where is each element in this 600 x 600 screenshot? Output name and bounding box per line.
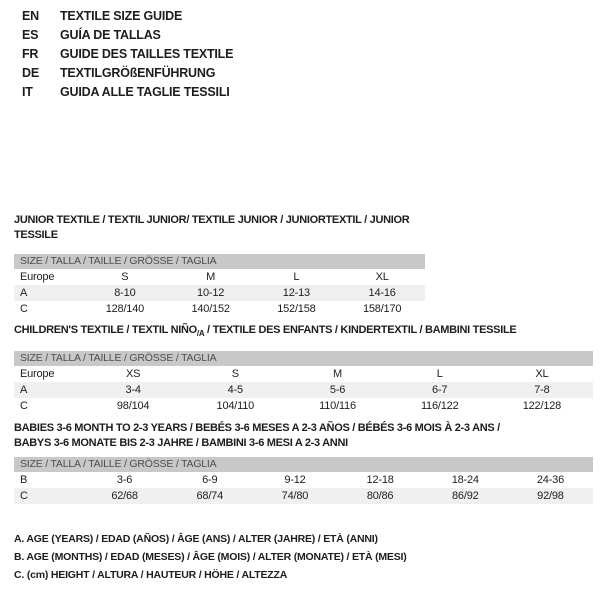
table-cell: 3-4 [125, 384, 141, 397]
table-cell: 74/80 [281, 490, 309, 502]
table-cell: 158/170 [362, 303, 402, 315]
table-cell: L [293, 271, 300, 283]
row-label: C [20, 400, 28, 413]
childrens-textile-section: CHILDREN'S TEXTILE / TEXTIL NIÑO/A / TEX… [14, 323, 593, 414]
lang-label: GUIDA ALLE TAGLIE TESSILI [60, 85, 230, 99]
size-figure: C [450, 0, 600, 212]
row-label: B [20, 474, 28, 486]
table-cell: 6-7 [432, 384, 448, 397]
lang-code: DE [22, 66, 39, 80]
table-row: C 128/140 140/152 152/158 158/170 [14, 301, 425, 317]
legend-footnotes: A. AGE (YEARS) / EDAD (AÑOS) / ÂGE (ANS)… [14, 530, 407, 584]
footnote-b: B. AGE (MONTHS) / EDAD (MESES) / ÂGE (MO… [14, 551, 407, 563]
table-cell: 5-6 [329, 384, 346, 397]
title-part: / TEXTILE DES ENFANTS / KINDERTEXTIL / B… [204, 324, 517, 336]
size-header-bar: SIZE / TALLA / TAILLE / GRÖSSE / TAGLIA [14, 457, 593, 472]
row-label: A [20, 384, 28, 397]
table-cell: 7-8 [534, 384, 550, 397]
footnote-c: C. (cm) HEIGHT / ALTURA / HAUTEUR / HÖHE… [14, 569, 288, 581]
size-header-bar: SIZE / TALLA / TAILLE / GRÖSSE / TAGLIA [14, 351, 593, 367]
lang-code: IT [22, 85, 33, 99]
table-title-line2: BABYS 3-6 MONATE BIS 2-3 JAHRE / BAMBINI… [14, 437, 348, 449]
title-part: CHILDREN'S TEXTILE / TEXTIL NIÑO [14, 324, 197, 336]
table-row: A 8-10 10-12 12-13 14-16 [14, 285, 425, 301]
footnote-a: A. AGE (YEARS) / EDAD (AÑOS) / ÂGE (ANS)… [14, 533, 378, 545]
table-row: C 98/104 104/110 110/116 116/122 122/128 [14, 398, 593, 414]
table-cell: 4-5 [227, 384, 244, 397]
table-cell: XS [125, 368, 141, 381]
lang-label: GUÍA DE TALLAS [60, 28, 161, 42]
junior-textile-section: JUNIOR TEXTILE / TEXTIL JUNIOR/ TEXTILE … [14, 213, 425, 317]
table-cell: 12-13 [282, 287, 310, 299]
table-cell: 3-6 [116, 474, 133, 486]
table-title: JUNIOR TEXTILE / TEXTIL JUNIOR/ TEXTILE … [14, 214, 410, 241]
table-cell: 62/68 [111, 490, 138, 502]
size-header-bar: SIZE / TALLA / TAILLE / GRÖSSE / TAGLIA [14, 254, 425, 269]
table-cell: 110/116 [319, 400, 356, 413]
row-label: C [20, 303, 28, 315]
lang-label: TEXTILE SIZE GUIDE [60, 9, 183, 23]
table-row: Europe S M L XL [14, 269, 425, 285]
table-cell: 152/158 [277, 303, 316, 315]
table-title: BABIES 3-6 MONTH TO 2-3 YEARS / BEBÉS 3-… [14, 422, 500, 434]
lang-row: EN TEXTILE SIZE GUIDE [22, 7, 233, 26]
babies-textile-section: BABIES 3-6 MONTH TO 2-3 YEARS / BEBÉS 3-… [14, 421, 593, 504]
table-cell: 10-12 [197, 287, 225, 299]
table-cell: 104/110 [216, 400, 255, 413]
table-cell: 80/86 [366, 490, 394, 502]
table-cell: 98/104 [116, 400, 150, 413]
table-cell: 8-10 [114, 287, 136, 299]
table-cell: 18-24 [451, 474, 479, 486]
table-row: C 62/68 68/74 74/80 80/86 86/92 92/98 [14, 488, 593, 504]
lang-code: ES [22, 28, 39, 42]
language-guide-list: EN TEXTILE SIZE GUIDE ES GUÍA DE TALLAS … [22, 7, 233, 102]
table-cell: 12-18 [366, 474, 394, 486]
table-cell: 92/98 [537, 490, 564, 502]
table-row: A 3-4 4-5 5-6 6-7 7-8 [14, 382, 593, 399]
table-cell: 140/152 [191, 303, 230, 315]
table-cell: 68/74 [196, 490, 224, 502]
lang-label: GUIDE DES TAILLES TEXTILE [60, 47, 234, 61]
lang-row: FR GUIDE DES TAILLES TEXTILE [22, 45, 233, 64]
table-cell: 6-9 [202, 474, 218, 486]
lang-label: TEXTILGRÖßENFÜHRUNG [60, 66, 216, 80]
table-title: CHILDREN'S TEXTILE / TEXTIL NIÑO/A / TEX… [14, 323, 593, 341]
table-cell: 24-36 [536, 474, 565, 486]
table-cell: 128/140 [105, 303, 145, 315]
lang-code: EN [22, 9, 39, 23]
row-label: Europe [20, 271, 55, 283]
table-cell: S [231, 368, 239, 381]
table-cell: 86/92 [452, 490, 479, 502]
table-cell: 122/128 [522, 400, 562, 413]
table-cell: M [333, 368, 342, 381]
table-row: Europe XS S M L XL [14, 366, 593, 382]
table-cell: 116/122 [420, 400, 459, 413]
lang-row: IT GUIDA ALLE TAGLIE TESSILI [22, 83, 233, 102]
table-cell: XL [535, 368, 549, 381]
lang-code: FR [22, 47, 39, 61]
lang-row: DE TEXTILGRÖßENFÜHRUNG [22, 64, 233, 83]
row-label: A [20, 287, 28, 299]
lang-row: ES GUÍA DE TALLAS [22, 26, 233, 45]
table-cell: 14-16 [368, 287, 396, 299]
table-cell: S [121, 271, 129, 283]
row-label: Europe [20, 368, 55, 381]
table-cell: XL [375, 271, 389, 283]
row-label: C [20, 490, 28, 502]
title-subscript: /A [196, 329, 205, 339]
table-row: B 3-6 6-9 9-12 12-18 18-24 24-36 [14, 472, 593, 488]
table-cell: M [206, 271, 216, 283]
table-cell: L [436, 368, 443, 381]
table-cell: 9-12 [284, 474, 306, 486]
